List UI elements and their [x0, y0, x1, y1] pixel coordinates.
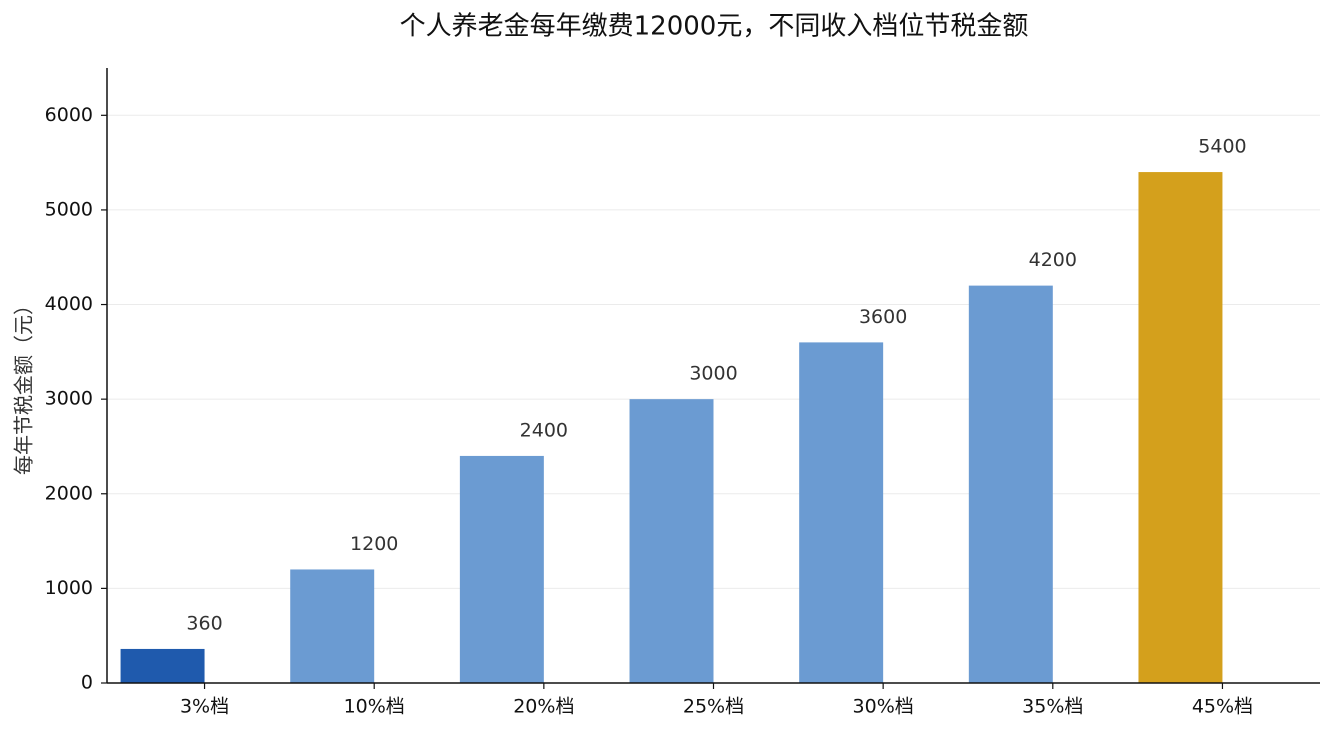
value-label: 3000 [689, 363, 737, 385]
y-tick-label: 4000 [45, 293, 93, 315]
value-label: 5400 [1198, 136, 1246, 158]
x-tick-label: 45%档 [1192, 696, 1253, 718]
value-label: 2400 [520, 419, 568, 441]
x-tick-label: 20%档 [513, 696, 574, 718]
y-tick-label: 0 [81, 672, 93, 694]
value-label: 1200 [350, 533, 398, 555]
bars [120, 172, 1223, 684]
bar [1138, 172, 1223, 684]
y-tick-label: 3000 [45, 388, 93, 410]
bar [629, 399, 714, 683]
bar [799, 342, 884, 683]
y-axis-label: 每年节税金额（元） [12, 295, 36, 475]
bar [290, 569, 375, 683]
y-tick-label: 2000 [45, 482, 93, 504]
value-label: 3600 [859, 306, 907, 328]
bar [120, 648, 205, 683]
x-tick-label: 35%档 [1022, 696, 1083, 718]
bar [968, 285, 1053, 683]
x-tick-label: 30%档 [853, 696, 914, 718]
value-label: 4200 [1029, 249, 1077, 271]
bar [459, 455, 544, 683]
y-tick-label: 6000 [45, 104, 93, 126]
x-tick-label: 10%档 [344, 696, 405, 718]
y-tick-label: 1000 [45, 577, 93, 599]
value-label: 360 [186, 612, 222, 634]
y-tick-label: 5000 [45, 198, 93, 220]
x-tick-label: 25%档 [683, 696, 744, 718]
x-tick-label: 3%档 [180, 696, 229, 718]
chart-title: 个人养老金每年缴费12000元，不同收入档位节税金额 [400, 12, 1029, 42]
